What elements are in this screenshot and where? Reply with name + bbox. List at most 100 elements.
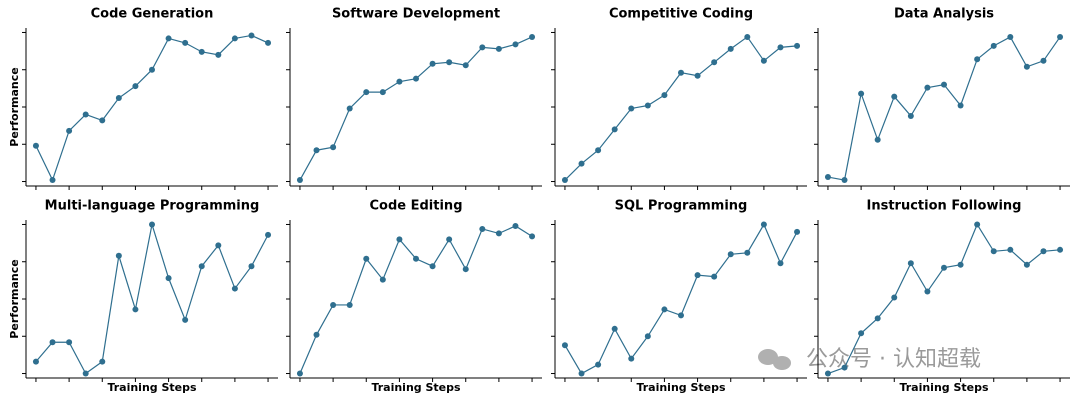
point (711, 273, 718, 280)
point (32, 142, 39, 149)
point (974, 221, 981, 228)
point (313, 147, 320, 154)
point (248, 32, 255, 39)
point (165, 275, 172, 282)
point (907, 260, 914, 267)
series-line (299, 225, 533, 374)
panel: Software Development (286, 7, 542, 190)
point (66, 339, 73, 346)
point (1007, 246, 1014, 253)
point (1007, 33, 1014, 40)
point (941, 264, 947, 271)
panel-title: SQL Programming (615, 199, 748, 214)
point (396, 236, 403, 243)
x-axis-label: Training Steps (371, 381, 461, 394)
point (661, 92, 668, 99)
point (99, 358, 106, 365)
point (941, 81, 947, 88)
point (874, 315, 881, 322)
point (858, 90, 865, 97)
point (66, 127, 73, 134)
panel-title: Instruction Following (867, 199, 1022, 214)
point (990, 248, 997, 255)
point (182, 316, 189, 323)
point (711, 59, 718, 66)
watermark: 公众号 · 认知超载 (806, 347, 981, 372)
series-line (35, 224, 269, 375)
point (429, 60, 436, 67)
point (429, 263, 436, 270)
point (265, 39, 272, 46)
x-axis-label: Training Steps (107, 381, 197, 394)
point (841, 177, 848, 184)
point (379, 89, 386, 96)
point (824, 174, 831, 181)
point (296, 177, 303, 184)
point (198, 263, 205, 270)
point (363, 89, 370, 96)
point (379, 276, 386, 283)
point (363, 255, 370, 262)
point (32, 358, 39, 365)
panel: Code Editing Training Steps (286, 199, 542, 394)
point (1023, 261, 1030, 268)
series-line (299, 36, 533, 181)
x-axis-label: Training Steps (636, 381, 726, 394)
point (644, 333, 651, 340)
point (413, 255, 419, 262)
point (132, 306, 139, 313)
point (694, 72, 701, 79)
panel: SQL Programming Training Steps (551, 199, 807, 394)
point (495, 45, 502, 52)
point (1023, 63, 1030, 70)
point (611, 325, 618, 332)
point (1057, 246, 1064, 253)
point (824, 370, 831, 377)
point (561, 342, 568, 349)
point (149, 221, 155, 228)
point (346, 105, 353, 112)
point (595, 361, 602, 368)
point (313, 331, 320, 338)
point (891, 93, 898, 100)
point (231, 35, 238, 42)
point (296, 370, 303, 377)
point (215, 51, 222, 58)
point (678, 69, 684, 76)
point (907, 112, 914, 119)
point (215, 242, 222, 249)
point (744, 249, 751, 256)
point (479, 225, 486, 232)
point (760, 57, 767, 64)
point (446, 59, 453, 66)
y-axis-label: Performance (8, 67, 21, 146)
point (330, 301, 337, 308)
point (1057, 33, 1064, 40)
point (611, 126, 618, 133)
point (628, 105, 635, 112)
point (777, 44, 784, 51)
point (924, 288, 931, 295)
panel-title: Code Generation (91, 7, 214, 22)
point (413, 75, 419, 82)
point (990, 42, 997, 49)
point (924, 84, 931, 91)
panel: Multi-language Programming Performance Tra… (8, 199, 278, 394)
point (744, 33, 751, 40)
series-line (35, 34, 269, 182)
panel-title: Data Analysis (894, 7, 994, 22)
point (578, 160, 585, 167)
point (578, 370, 585, 377)
panel: Competitive Coding (551, 7, 807, 190)
series-line (827, 36, 1061, 181)
point (512, 41, 519, 48)
panel-title: Competitive Coding (609, 7, 753, 22)
point (132, 83, 139, 90)
point (462, 62, 469, 69)
point (661, 306, 668, 313)
panel-title: Multi-language Programming (45, 199, 260, 214)
point (115, 252, 122, 259)
point (49, 339, 56, 346)
point (265, 231, 272, 238)
